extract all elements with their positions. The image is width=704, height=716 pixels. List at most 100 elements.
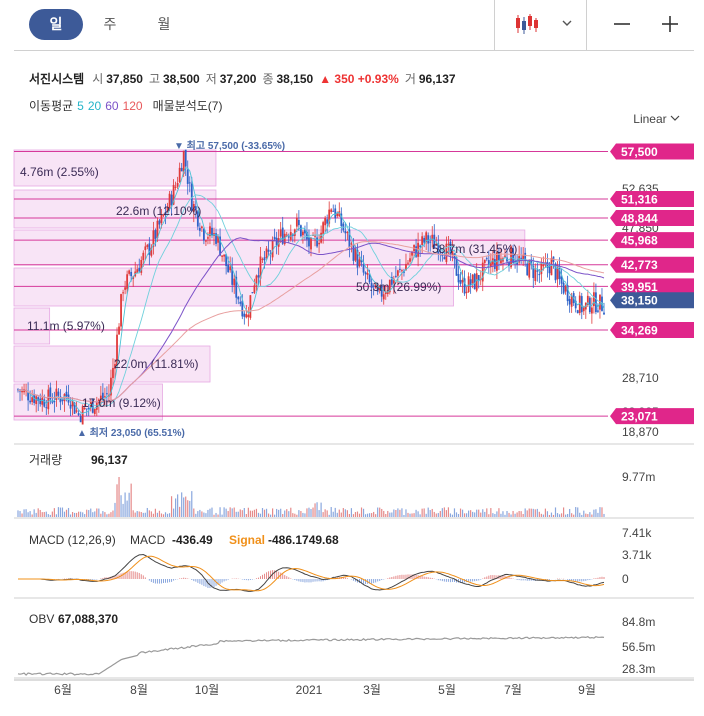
volume-bar: [603, 513, 605, 517]
candle-body: [304, 229, 306, 234]
ma-label[interactable]: 이동평균: [29, 99, 74, 113]
volume-bar: [324, 509, 326, 517]
candle-body: [447, 243, 450, 245]
chart-type-button[interactable]: [514, 12, 540, 41]
volume-bar: [457, 513, 460, 517]
zoom-in-button[interactable]: [660, 14, 680, 39]
candle-body: [203, 228, 205, 241]
x-axis-label: 3월: [363, 683, 381, 697]
volume-bar: [371, 513, 373, 517]
volume-bar: [401, 508, 403, 517]
candle-body: [61, 399, 64, 401]
volume-bar: [358, 513, 361, 517]
zoom-out-button[interactable]: [612, 14, 632, 39]
volume-bar: [366, 513, 369, 517]
candle-body: [75, 410, 78, 412]
ma-20: 20: [87, 99, 102, 113]
volume-bar: [379, 507, 381, 517]
candle-body: [485, 258, 488, 260]
volume-bar: [31, 514, 33, 517]
candle-body: [196, 211, 199, 227]
candle-body: [293, 229, 296, 236]
volume-bar: [571, 513, 573, 517]
signal-value: -486.1749.68: [268, 533, 339, 547]
volume-bar: [100, 513, 102, 517]
volume-bar: [229, 507, 231, 517]
volume-bar: [126, 500, 128, 517]
candle-body: [186, 169, 189, 184]
volume-label: 거: [404, 72, 416, 86]
candle-body: [281, 227, 284, 244]
volume-bar: [423, 508, 425, 517]
candle-body: [71, 399, 74, 407]
macd-title: MACD (12,26,9): [29, 533, 116, 547]
candle-body: [59, 396, 62, 403]
candle-body: [352, 244, 355, 261]
candle-body: [595, 292, 597, 313]
volume-bar: [134, 512, 136, 517]
volume-bar: [482, 509, 484, 517]
candle-body: [580, 296, 583, 313]
tab-day[interactable]: 일: [29, 9, 83, 40]
volume-bar: [154, 508, 157, 517]
candle-body: [170, 194, 173, 206]
volume-bar: [385, 513, 387, 517]
chevron-down-icon[interactable]: [561, 16, 573, 34]
candle-body: [249, 295, 252, 318]
obv-title: OBV: [29, 612, 54, 626]
candle-body: [110, 377, 112, 396]
candle-body: [493, 259, 496, 269]
volume-bar: [292, 513, 294, 517]
candle-body: [229, 266, 232, 271]
candle-body: [39, 398, 42, 405]
current-price-tag: 38,150: [610, 292, 694, 309]
macd-tick-label: 3.71k: [622, 548, 652, 562]
volume-bar: [569, 508, 571, 517]
volume-bar: [336, 512, 338, 517]
volume-bar: [411, 513, 413, 517]
volume-bar: [78, 511, 80, 517]
candle-body: [255, 275, 258, 286]
scale-selector[interactable]: Linear: [633, 112, 680, 126]
volume-bar: [472, 511, 474, 517]
volume-bar: [362, 508, 365, 517]
volume-bar: [463, 513, 466, 517]
price-level-tag: 48,844: [610, 210, 694, 227]
volume-bar: [514, 513, 516, 517]
volume-bar: [476, 509, 478, 517]
candle-body: [318, 242, 320, 245]
volume-profile-label: 4.76m (2.55%): [20, 165, 99, 179]
volume-bar: [175, 498, 177, 517]
volume-bar: [502, 511, 504, 517]
volume-bar: [243, 508, 245, 517]
price-tag-label: 23,071: [621, 410, 658, 424]
candle-body: [174, 186, 177, 188]
volume-bar: [199, 509, 201, 517]
volume-bar: [177, 494, 179, 517]
tab-month[interactable]: 월: [157, 16, 171, 32]
volume-bar: [340, 512, 342, 517]
volume-bar: [195, 513, 197, 517]
volume-profile-label: 17.0m (9.12%): [82, 396, 161, 410]
stock-name: 서진시스템: [29, 72, 85, 86]
candle-body: [79, 416, 82, 423]
volume-bar: [530, 508, 532, 517]
candle-body: [43, 399, 46, 407]
candle-body: [237, 296, 240, 300]
candle-body: [362, 264, 365, 273]
candle-body: [91, 399, 94, 413]
volume-bar: [451, 514, 454, 517]
volume-bar: [102, 511, 104, 517]
volume-bar: [21, 513, 23, 517]
tab-week[interactable]: 주: [103, 16, 117, 32]
candle-body: [285, 234, 288, 236]
candle-body: [459, 279, 462, 284]
candle-body: [526, 263, 529, 276]
volume-profile-label[interactable]: 매물분석도(7): [152, 99, 223, 113]
candle-body: [158, 220, 161, 225]
candle-body: [338, 211, 341, 217]
candle-body: [350, 243, 353, 245]
volume-bar: [114, 502, 116, 517]
x-axis-label: 6월: [54, 683, 72, 697]
